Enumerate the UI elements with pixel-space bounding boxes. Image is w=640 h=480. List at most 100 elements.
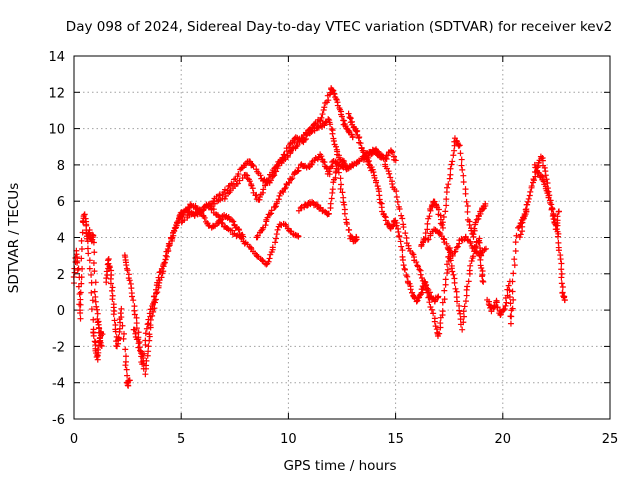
data-point-marker xyxy=(181,217,188,224)
data-point-marker xyxy=(439,308,446,315)
data-point-marker xyxy=(437,320,444,327)
data-point-marker xyxy=(417,271,424,278)
data-point-marker xyxy=(94,346,101,353)
data-point-marker xyxy=(389,180,396,187)
data-point-marker xyxy=(442,276,449,283)
data-point-marker xyxy=(328,195,335,202)
data-point-marker xyxy=(264,214,271,221)
data-point-marker xyxy=(558,280,565,287)
data-point-marker xyxy=(554,213,561,220)
data-point-marker xyxy=(471,225,478,232)
data-point-marker xyxy=(114,343,121,350)
data-point-marker xyxy=(453,244,460,251)
y-tick-label: 12 xyxy=(48,86,65,101)
data-point-marker xyxy=(277,158,284,165)
data-point-marker xyxy=(309,198,316,205)
data-point-marker xyxy=(393,222,400,229)
data-point-marker xyxy=(240,233,247,240)
data-point-marker xyxy=(91,338,98,345)
data-point-marker xyxy=(123,366,130,373)
data-point-marker xyxy=(165,247,172,254)
x-tick-label: 15 xyxy=(387,432,404,447)
data-point-marker xyxy=(517,231,524,238)
data-point-marker xyxy=(274,226,281,233)
data-point-marker xyxy=(77,310,84,317)
data-point-marker xyxy=(92,298,99,305)
data-point-marker xyxy=(120,335,127,342)
data-point-marker xyxy=(544,180,551,187)
data-point-marker xyxy=(392,157,399,164)
data-point-marker xyxy=(279,155,286,162)
data-point-marker xyxy=(288,176,295,183)
data-point-marker xyxy=(103,275,110,282)
data-point-marker xyxy=(316,117,323,124)
data-point-marker xyxy=(353,234,360,241)
data-point-marker xyxy=(513,232,520,239)
data-point-marker xyxy=(461,313,468,320)
data-point-marker xyxy=(230,218,237,225)
data-point-marker xyxy=(444,266,451,273)
data-point-marker xyxy=(78,274,85,281)
data-point-marker xyxy=(109,296,116,303)
data-point-marker xyxy=(463,292,470,299)
data-point-marker xyxy=(447,171,454,178)
data-point-marker xyxy=(258,227,265,234)
data-point-marker xyxy=(465,278,472,285)
data-point-marker xyxy=(332,174,339,181)
data-point-marker xyxy=(88,306,95,313)
data-point-marker xyxy=(282,184,289,191)
data-point-marker xyxy=(450,152,457,159)
data-point-marker xyxy=(118,305,125,312)
data-point-marker xyxy=(160,263,167,270)
data-point-marker xyxy=(77,315,84,322)
data-point-marker xyxy=(479,277,486,284)
data-point-marker xyxy=(431,318,438,325)
series-14 xyxy=(424,226,489,259)
data-point-marker xyxy=(151,299,158,306)
data-point-marker xyxy=(268,210,275,217)
data-point-marker xyxy=(268,207,275,214)
data-point-marker xyxy=(325,116,332,123)
data-point-marker xyxy=(374,183,381,190)
data-point-marker xyxy=(338,113,345,120)
data-point-marker xyxy=(111,317,118,324)
data-point-marker xyxy=(329,130,336,137)
data-point-marker xyxy=(320,106,327,113)
data-point-marker xyxy=(249,185,256,192)
data-point-marker xyxy=(512,247,519,254)
data-point-marker xyxy=(77,289,84,296)
data-point-marker xyxy=(272,203,279,210)
data-point-marker xyxy=(368,151,375,158)
data-point-marker xyxy=(457,150,464,157)
data-point-marker xyxy=(508,313,515,320)
data-point-marker xyxy=(398,243,405,250)
data-point-marker xyxy=(505,282,512,289)
data-point-marker xyxy=(435,293,442,300)
data-point-marker xyxy=(444,270,451,277)
data-point-marker xyxy=(331,91,338,98)
data-point-marker xyxy=(528,183,535,190)
data-point-marker xyxy=(439,221,446,228)
data-point-marker xyxy=(86,265,93,272)
data-point-marker xyxy=(426,299,433,306)
data-point-marker xyxy=(319,111,326,118)
data-point-marker xyxy=(436,330,443,337)
data-point-marker xyxy=(262,222,269,229)
data-point-marker xyxy=(142,330,149,337)
data-point-marker xyxy=(249,161,256,168)
data-point-marker xyxy=(341,210,348,217)
data-point-marker xyxy=(511,256,518,263)
data-point-marker xyxy=(172,225,179,232)
data-point-marker xyxy=(169,235,176,242)
data-point-marker xyxy=(129,293,136,300)
data-point-marker xyxy=(325,210,332,217)
series-7 xyxy=(210,116,350,207)
data-point-marker xyxy=(130,297,137,304)
data-point-marker xyxy=(122,353,129,360)
data-point-marker xyxy=(339,189,346,196)
data-point-marker xyxy=(265,178,272,185)
data-point-marker xyxy=(77,296,84,303)
chart-title: Day 098 of 2024, Sidereal Day-to-day VTE… xyxy=(66,19,612,35)
y-tick-label: 4 xyxy=(57,232,65,247)
data-point-marker xyxy=(425,294,432,301)
